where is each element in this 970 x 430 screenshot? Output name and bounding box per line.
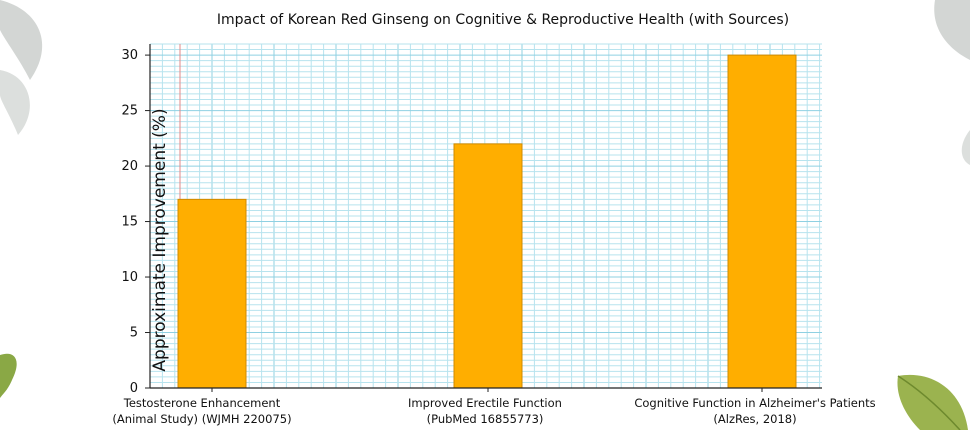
- y-tick-labels: 0 5 10 15 20 25 30: [121, 48, 150, 396]
- leaf-icon-top-left: [0, 0, 43, 135]
- x-category-labels: Testosterone Enhancement (Animal Study) (…: [112, 388, 876, 426]
- leaf-icon-bottom-left: [0, 353, 17, 398]
- x-tick-label: Testosterone Enhancement (Animal Study) (…: [112, 396, 291, 426]
- x-tick-label: Improved Erectile Function (PubMed 168557…: [408, 396, 562, 426]
- y-tick-label: 20: [121, 159, 138, 174]
- y-tick-label: 5: [130, 326, 138, 341]
- y-tick-label: 10: [121, 270, 138, 285]
- x-tick-label: Cognitive Function in Alzheimer's Patien…: [634, 396, 875, 426]
- bar: [727, 54, 797, 389]
- y-tick-label: 15: [121, 215, 138, 230]
- y-axis-label: Approximate Improvement (%): [150, 108, 170, 371]
- leaf-icon-bottom-right: [897, 374, 968, 430]
- y-tick-label: 25: [121, 104, 138, 119]
- leaf-icon-top-right: [934, 0, 970, 165]
- axes: [149, 44, 822, 389]
- bar: [177, 198, 247, 389]
- chart-title: Impact of Korean Red Ginseng on Cognitiv…: [217, 12, 789, 28]
- y-tick-label: 30: [121, 48, 138, 63]
- bar: [453, 143, 523, 389]
- y-tick-label: 0: [130, 381, 138, 396]
